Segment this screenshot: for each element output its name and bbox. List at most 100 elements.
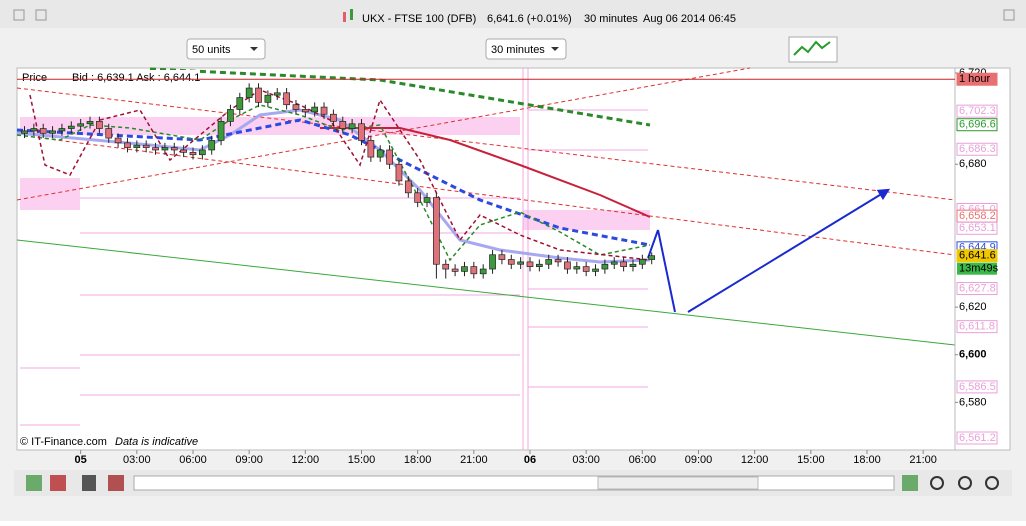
candle-body [133, 144, 141, 148]
scrollbar[interactable] [133, 475, 895, 491]
candle-body [77, 123, 85, 127]
indicator-button[interactable] [788, 36, 838, 63]
scroll-thumb[interactable] [597, 476, 759, 490]
trend-line [16, 67, 956, 256]
price-tag [956, 282, 998, 296]
arrow [647, 190, 888, 313]
candle-body [367, 140, 375, 158]
candle-body [189, 151, 197, 156]
candle-body [105, 128, 113, 139]
zoom-out-button[interactable] [958, 476, 972, 490]
price-tag-label: 6,653.1 [959, 222, 996, 234]
candle-body [358, 123, 365, 141]
candle-body [423, 197, 431, 203]
candle-body [592, 268, 599, 272]
y-tick-label: 6,580 [959, 396, 987, 408]
close-button[interactable] [13, 9, 25, 21]
x-tick-label: 21:00 [460, 454, 488, 466]
candle-body [348, 123, 356, 129]
candle-body [96, 121, 103, 129]
price-tag [956, 431, 998, 445]
candle-body [58, 128, 66, 132]
candle-body [161, 147, 169, 151]
y-tick-label: 6,620 [959, 301, 987, 313]
candle-body [330, 113, 337, 122]
candle-body [629, 263, 637, 267]
x-tick-label: 06:00 [629, 454, 657, 466]
header-interval: 30 minutes [584, 13, 638, 25]
candle-body [489, 254, 496, 270]
copyright: © IT-Finance.com [20, 436, 107, 448]
candle-body [49, 130, 56, 134]
zoom-in-button[interactable] [985, 476, 999, 490]
tool-button[interactable] [50, 475, 66, 491]
x-tick-label: 06 [524, 454, 536, 466]
x-tick-label: 15:00 [348, 454, 376, 466]
candle-body [648, 255, 656, 260]
candle-body [582, 266, 590, 272]
candle-body [208, 140, 216, 151]
tool-button[interactable] [108, 475, 124, 491]
zoom-fit-button[interactable] [930, 476, 944, 490]
price-tag-label: 6,686.3 [959, 143, 996, 155]
candle-body [292, 104, 300, 110]
candle-body [152, 147, 159, 151]
title-icon [350, 9, 353, 20]
units-dropdown[interactable] [186, 38, 266, 60]
title-bar [0, 0, 1026, 28]
candle-body [30, 128, 38, 132]
minimize-button[interactable] [35, 9, 47, 21]
candle-body [498, 254, 506, 260]
candle-body [21, 130, 28, 134]
candle-body [217, 121, 225, 141]
timeframe-dropdown[interactable] [485, 38, 567, 60]
candle-body [573, 266, 581, 270]
candle-body [86, 121, 94, 125]
candle-body [479, 268, 487, 275]
candle-body [517, 261, 524, 265]
zone [20, 178, 80, 210]
info-box [20, 70, 200, 84]
candle-body [236, 97, 244, 110]
tool-button[interactable] [902, 475, 918, 491]
x-tick-label: 18:00 [404, 454, 432, 466]
candle-body [554, 259, 562, 263]
price-tag-label: 6,696.6 [959, 119, 996, 131]
candle-body [124, 142, 131, 148]
price-tag [956, 380, 998, 394]
price-tag-label: 1 hour [959, 73, 991, 85]
candle-body [227, 109, 234, 122]
x-tick-label: 15:00 [797, 454, 825, 466]
y-tick-label: 6,680 [959, 158, 987, 170]
units-dropdown-text: 50 units [192, 44, 231, 56]
candles [21, 83, 656, 279]
candle-body [39, 128, 47, 134]
zone [523, 210, 650, 230]
tool-button[interactable] [82, 475, 96, 491]
price-tag-label: 6,641.6 [959, 250, 996, 262]
quote: Bid : 6,639.1 Ask : 6,644.1 [72, 72, 200, 84]
price-tag [956, 221, 998, 235]
x-tick-label: 21:00 [909, 454, 937, 466]
candle-body [273, 92, 281, 96]
candle-body [601, 263, 609, 270]
dropdown-arrow [250, 47, 258, 51]
countdown-tag [957, 262, 997, 275]
price-label: Price [22, 72, 47, 84]
maximize-button[interactable] [1003, 9, 1015, 21]
x-tick-label: 05 [75, 454, 87, 466]
candle-body [245, 87, 253, 98]
price-tag [956, 118, 998, 132]
price-tag [956, 72, 998, 86]
candle-body [376, 149, 384, 158]
moving-average [320, 127, 651, 218]
candle-body [507, 259, 515, 265]
candle-body [339, 121, 347, 129]
timeframe-dropdown-text: 30 minutes [491, 44, 545, 56]
trend-line [16, 239, 956, 346]
candle-body [442, 263, 450, 270]
price-tag [956, 249, 998, 263]
candle-body [142, 144, 150, 148]
tool-button[interactable] [26, 475, 42, 491]
